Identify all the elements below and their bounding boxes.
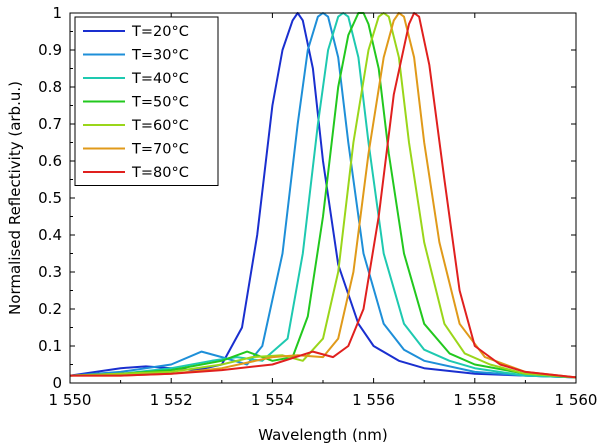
series-line-6	[70, 12, 576, 379]
legend-label-1: T=20°C	[131, 24, 189, 40]
y-tick-label: 0.1	[38, 337, 62, 355]
ticks-layer: 1 550 1 552 1 554 1 556 1 558 1 560 0 0.1 0.2 0.3…	[38, 4, 597, 409]
x-tick-label: 1 552	[150, 391, 193, 409]
y-tick-label: 0.4	[38, 226, 62, 244]
x-tick-label: 1 558	[453, 391, 496, 409]
x-tick-label: 1 550	[49, 391, 92, 409]
series-line-7	[70, 12, 576, 379]
y-tick-label: 0.5	[38, 189, 62, 207]
series-layer	[70, 12, 576, 379]
series-line-2	[70, 12, 576, 379]
y-tick-label: 0.2	[38, 300, 62, 318]
y-tick-label: 0.8	[38, 78, 62, 96]
y-tick-label: 0.7	[38, 115, 62, 133]
legend-label-5: T=60°C	[131, 118, 189, 134]
x-tick-label: 1 556	[352, 391, 395, 409]
y-axis-title: Normalised Reflectivity (arb.u.)	[6, 81, 24, 315]
legend-label-7: T=80°C	[131, 165, 189, 181]
x-axis-title: Wavelength (nm)	[258, 426, 388, 444]
y-tick-label: 0.3	[38, 263, 62, 281]
legend-label-6: T=70°C	[131, 142, 189, 158]
legend-label-3: T=40°C	[131, 71, 189, 87]
series-line-5	[70, 12, 576, 379]
x-tick-label: 1 560	[555, 391, 598, 409]
legend-label-2: T=30°C	[131, 48, 189, 64]
legend: T=20°C T=30°C T=40°C T=50°C T=60°C T=70°C T=80…	[74, 16, 219, 186]
y-tick-label: 0	[52, 374, 62, 392]
y-tick-label: 0.9	[38, 41, 62, 59]
legend-label-4: T=50°C	[131, 95, 189, 111]
x-tick-label: 1 554	[251, 391, 294, 409]
y-tick-label: 1	[52, 4, 62, 22]
series-line-4	[70, 12, 576, 379]
y-tick-label: 0.6	[38, 152, 62, 170]
